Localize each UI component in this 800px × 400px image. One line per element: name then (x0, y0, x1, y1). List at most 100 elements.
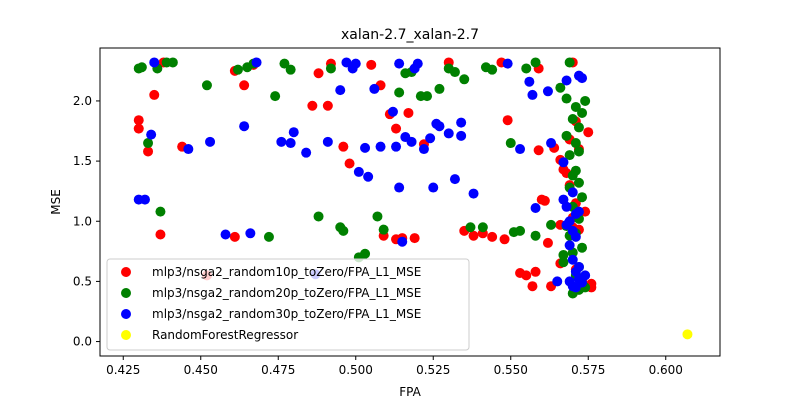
series-0-point-38 (527, 281, 538, 292)
series-1-point-35 (487, 64, 498, 75)
series-0-point-9 (229, 231, 240, 242)
series-2-point-69 (573, 206, 584, 217)
series-0-point-12 (307, 100, 318, 111)
series-0-point-3 (149, 89, 160, 100)
series-1-point-15 (313, 211, 324, 222)
series-2-point-40 (449, 174, 460, 185)
series-2-point-48 (530, 203, 541, 214)
series-1-point-21 (372, 211, 383, 222)
series-2-point-72 (577, 73, 588, 84)
legend-label-2: mlp3/nsga2_random30p_toZero/FPA_L1_MSE (152, 307, 421, 321)
series-2-point-43 (468, 188, 479, 199)
chart-title: xalan-2.7_xalan-2.7 (341, 27, 479, 43)
series-2-point-44 (502, 58, 513, 69)
series-0-point-25 (403, 107, 414, 118)
series-2-point-45 (515, 144, 526, 155)
x-axis-ticks: 0.425 0.450 0.475 0.500 0.525 0.550 0.575 0.600 (106, 356, 683, 377)
series-2-point-26 (391, 141, 402, 152)
legend-marker-0 (121, 267, 131, 277)
series-1-point-46 (561, 93, 572, 104)
series-1-point-11 (263, 231, 274, 242)
series-2-point-9 (251, 57, 262, 68)
series-2-point-50 (546, 138, 557, 149)
series-2-point-56 (561, 75, 572, 86)
legend-marker-3 (121, 330, 131, 340)
series-0-point-41 (533, 145, 544, 156)
series-0-point-34 (499, 234, 510, 245)
x-tick-label-0: 0.425 (106, 363, 140, 377)
series-0-point-0 (133, 115, 144, 126)
legend-box (106, 258, 470, 351)
series-1-point-70 (580, 95, 591, 106)
series-2-point-42 (456, 117, 467, 128)
series-0-point-22 (391, 123, 402, 134)
series-1-point-63 (573, 146, 584, 157)
series-1-point-32 (465, 222, 476, 233)
series-2-point-34 (418, 144, 429, 155)
series-1-point-39 (521, 63, 532, 74)
series-1-point-69 (577, 242, 588, 253)
plot-frame (99, 47, 721, 357)
series-0-point-16 (338, 141, 349, 152)
series-2-point-24 (375, 141, 386, 152)
series-1-point-68 (577, 192, 588, 203)
series-1-point-64 (573, 177, 584, 188)
series-2-point-4 (183, 144, 194, 155)
series-2-point-20 (353, 166, 364, 177)
series-2-point-38 (434, 121, 445, 132)
y-tick-label-0: 0.0 (73, 335, 92, 349)
series-2-point-41 (456, 130, 467, 141)
series-2-point-47 (527, 89, 538, 100)
series-2-point-8 (245, 228, 256, 239)
y-tick-label-4: 2.0 (73, 94, 92, 108)
series-1-point-38 (515, 225, 526, 236)
series-1-point-43 (555, 82, 566, 93)
series-1-point-45 (558, 257, 569, 268)
series-2-point-15 (322, 136, 333, 147)
series-2-point-7 (239, 121, 250, 132)
series-1-point-8 (232, 64, 243, 75)
legend-label-3: RandomForestRegressor (152, 328, 298, 342)
series-2-point-1 (139, 194, 150, 205)
series-1-point-49 (564, 57, 575, 68)
series-0-point-39 (530, 266, 541, 277)
y-tick-label-2: 1.0 (73, 214, 92, 228)
series-1-point-1 (136, 62, 147, 73)
series-2-point-58 (564, 240, 575, 251)
series-0-point-13 (313, 68, 324, 79)
series-2-point-6 (220, 229, 231, 240)
series-1-point-44 (558, 249, 569, 260)
series-2-point-21 (360, 142, 371, 153)
series-2-point-28 (394, 182, 405, 193)
series-2-point-49 (542, 86, 553, 97)
legend-marker-2 (121, 309, 131, 319)
series-0-point-1 (133, 123, 144, 134)
series-2-point-70 (573, 261, 584, 272)
series-0-point-2 (143, 146, 154, 157)
series-1-point-58 (570, 138, 581, 149)
series-0-point-37 (521, 270, 532, 281)
series-1-point-30 (449, 67, 460, 78)
series-2-point-12 (288, 127, 299, 138)
series-2-point-60 (567, 187, 578, 198)
x-tick-label-2: 0.475 (261, 363, 295, 377)
series-0-point-18 (366, 59, 377, 70)
series-1-point-33 (477, 222, 488, 233)
legend-marker-1 (121, 288, 131, 298)
series-2-point-57 (564, 216, 575, 227)
legend: mlp3/nsga2_random10p_toZero/FPA_L1_MSEml… (106, 258, 470, 351)
y-axis-label: MSE (49, 189, 63, 215)
series-1-point-23 (394, 87, 405, 98)
series-0-point-30 (468, 230, 479, 241)
series-1-point-57 (570, 101, 581, 112)
series-2-point-13 (301, 147, 312, 158)
series-2-point-23 (369, 83, 380, 94)
x-axis-label: FPA (399, 385, 421, 399)
series-2-point-54 (561, 201, 572, 212)
series-1-point-2 (143, 138, 154, 149)
x-tick-label-5: 0.550 (494, 363, 528, 377)
x-tick-label-7: 0.600 (649, 363, 683, 377)
series-2-point-3 (149, 57, 160, 68)
series-1-point-47 (561, 130, 572, 141)
